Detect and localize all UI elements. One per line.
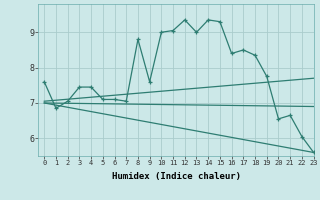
X-axis label: Humidex (Indice chaleur): Humidex (Indice chaleur) bbox=[111, 172, 241, 181]
